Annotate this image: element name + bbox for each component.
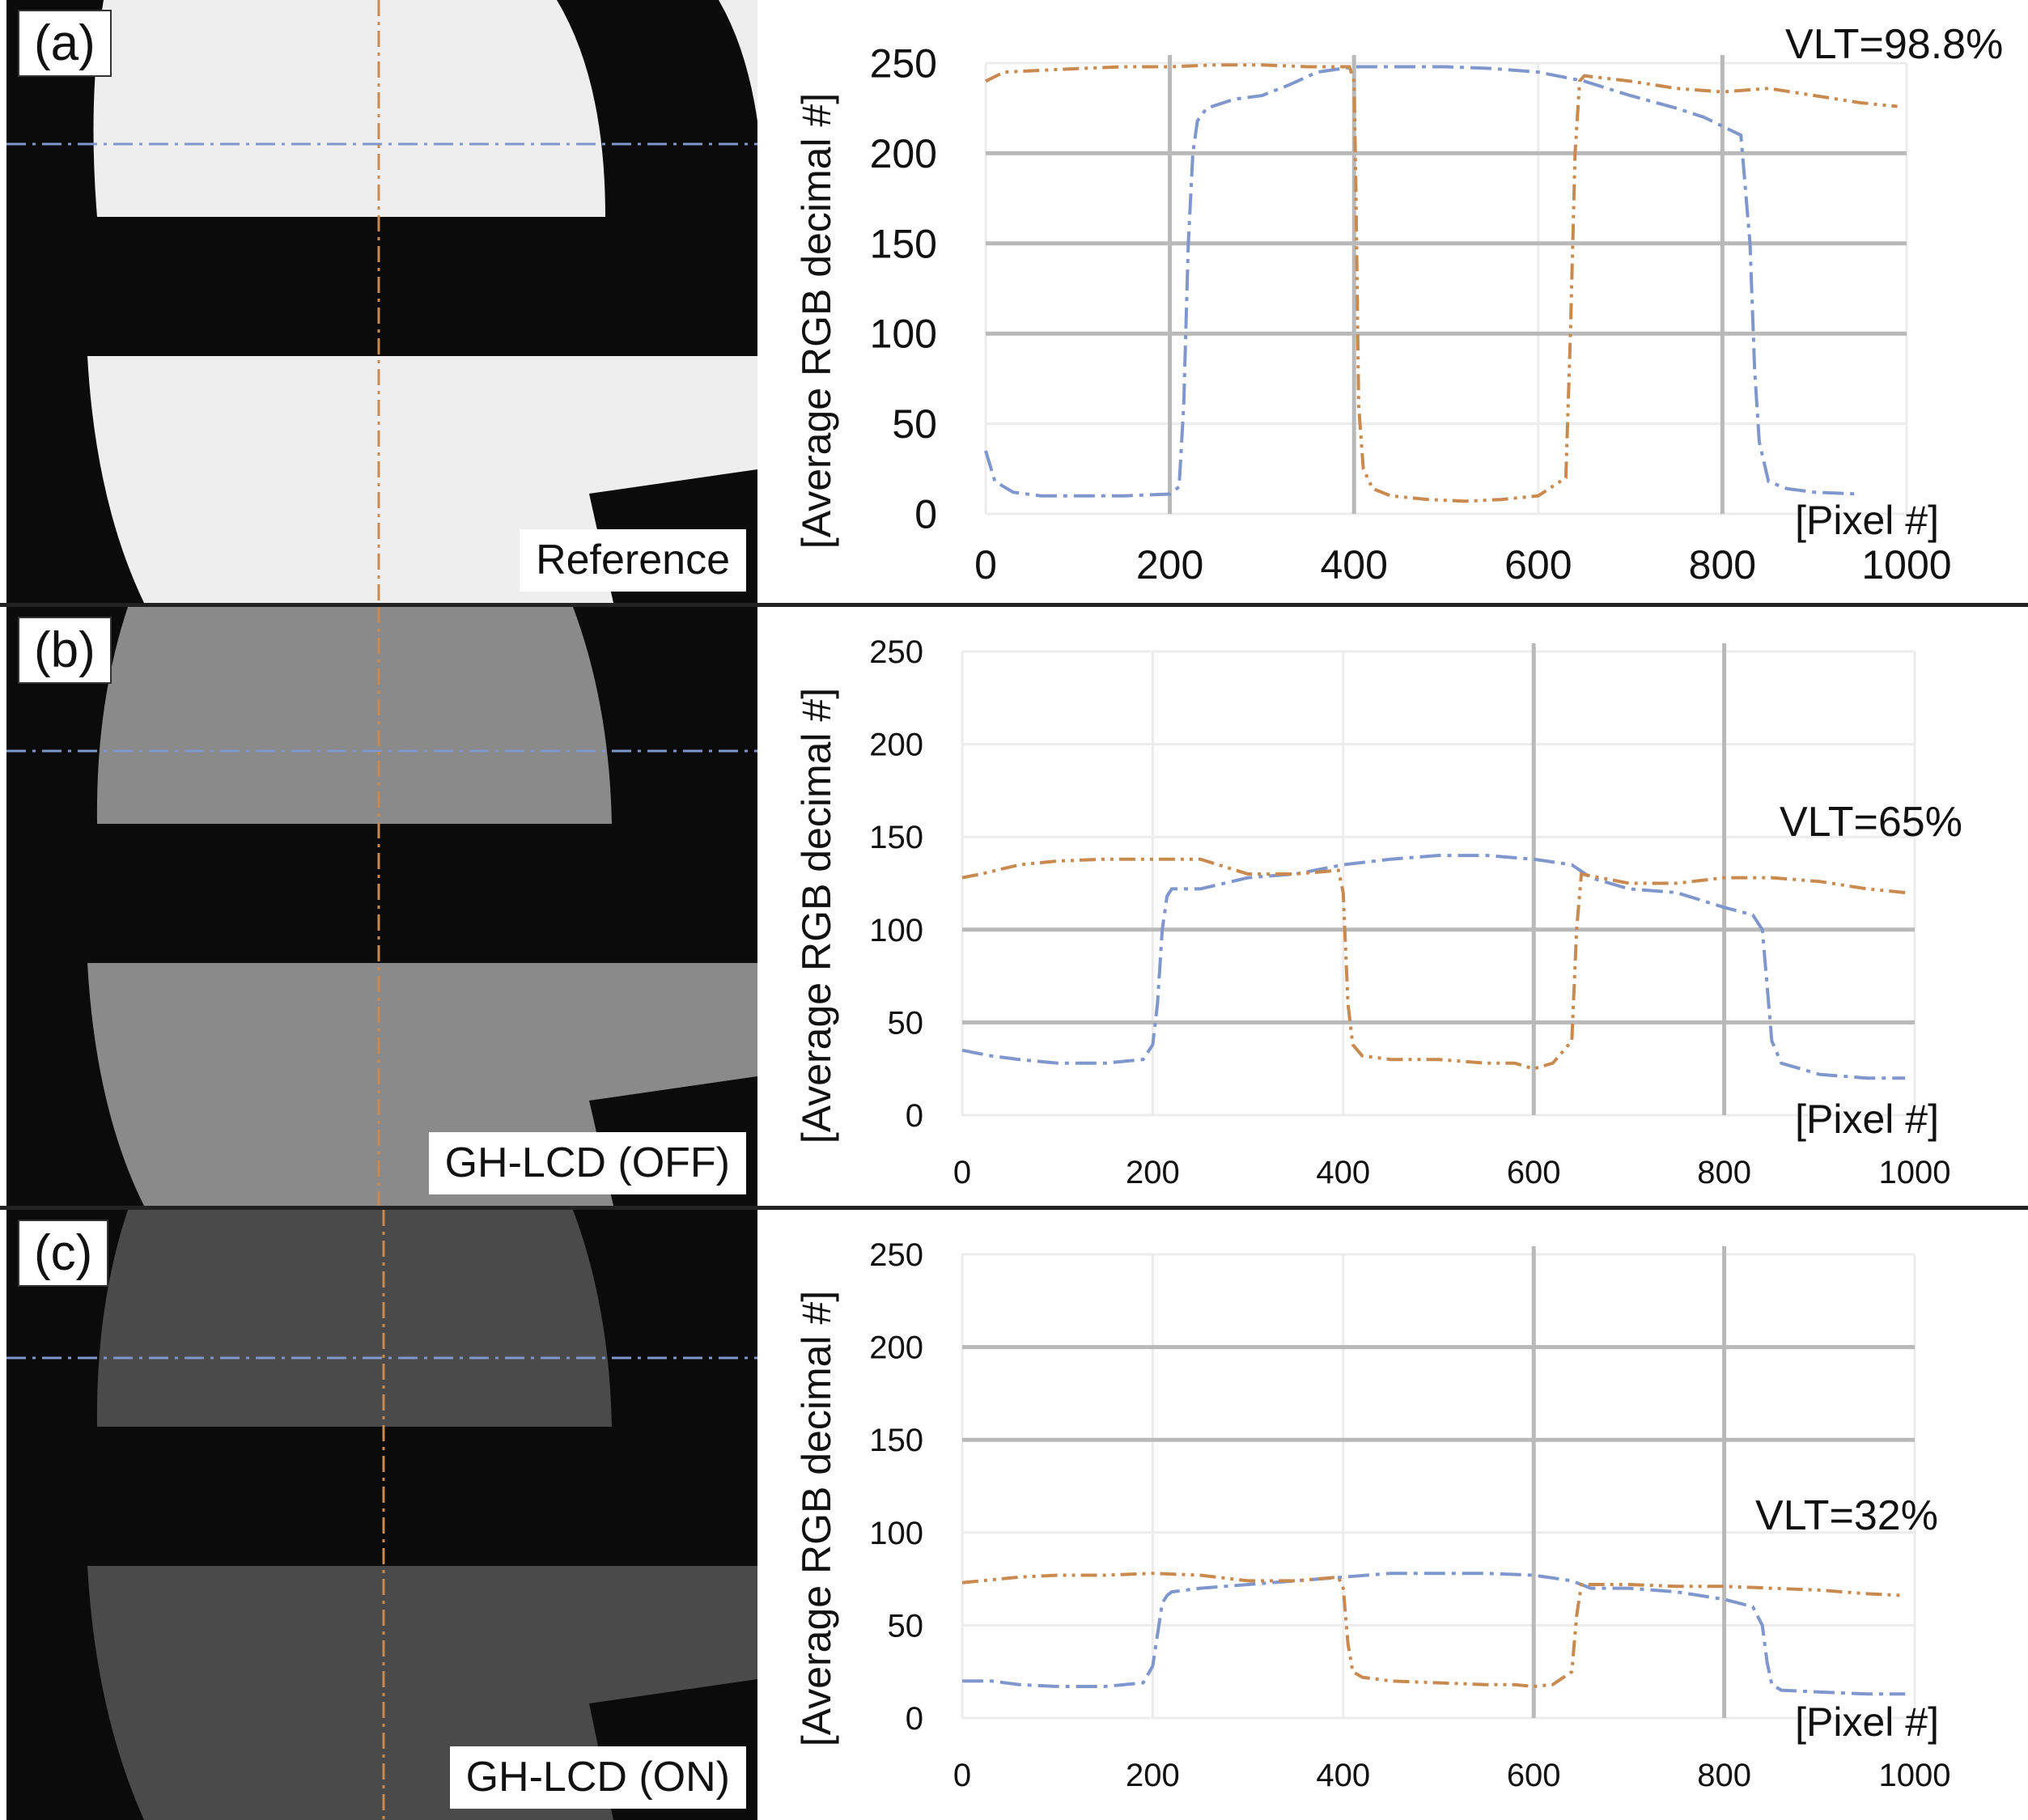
x-tick-label: 1000 — [1861, 542, 1951, 588]
x-tick-label: 1000 — [1879, 1758, 1951, 1793]
y-tick-label: 100 — [870, 312, 937, 357]
panel-letter: (b) — [18, 617, 112, 685]
series-line-blue — [984, 65, 1861, 498]
panel-c: (c) GH-LCD (ON) 0 50 100 150 200 250 0 200 400 60… — [0, 1210, 2028, 1820]
y-tick-label: 150 — [869, 820, 923, 855]
vlt-annotation: VLT=98.8% — [1785, 21, 2003, 68]
y-axis-label: [Average RGB decimal #] — [794, 688, 839, 1143]
y-tick-label: 50 — [888, 1608, 924, 1644]
chart-c-svg: 0 50 100 150 200 250 0 200 400 600 800 1000 [Average… — [794, 1237, 1951, 1793]
condition-label: Reference — [520, 528, 746, 592]
panel-letter: (c) — [18, 1220, 109, 1288]
series-line-orange — [961, 1572, 1906, 1689]
chart-a-svg: 0 50 100 150 200 250 0 200 400 600 800 1000 [Average… — [794, 21, 2003, 588]
y-tick-label: 0 — [906, 1701, 923, 1737]
divider — [0, 1206, 2028, 1210]
x-tick-label: 200 — [1126, 1155, 1180, 1190]
gh-lcd-on-photo-drawing — [6, 1210, 757, 1820]
chart-b-svg: 0 50 100 150 200 250 0 200 400 600 800 1000 [Average… — [794, 634, 1962, 1190]
gh-lcd-off-photo: (b) GH-LCD (OFF) — [6, 607, 757, 1206]
vlt-annotation: VLT=65% — [1780, 799, 1962, 846]
gh-lcd-off-photo-drawing — [6, 607, 757, 1206]
reference-photo-drawing — [6, 0, 757, 603]
x-tick-label: 400 — [1320, 542, 1387, 588]
y-tick-label: 200 — [869, 728, 923, 763]
series-line-orange — [961, 857, 1906, 1071]
gh-lcd-on-photo: (c) GH-LCD (ON) — [6, 1210, 757, 1820]
x-axis-label: [Pixel #] — [1795, 1097, 1939, 1142]
x-tick-label: 0 — [974, 542, 997, 588]
series-line-orange — [985, 63, 1898, 503]
y-tick-label: 100 — [869, 913, 923, 948]
y-tick-label: 250 — [869, 634, 923, 670]
y-axis-label: [Average RGB decimal #] — [794, 93, 839, 549]
reference-photo: (a) Reference — [6, 0, 757, 603]
chart-b: 0 50 100 150 200 250 0 200 400 600 800 1000 [Average… — [757, 607, 2028, 1206]
series-line-blue — [961, 854, 1906, 1080]
y-tick-label: 0 — [906, 1098, 923, 1134]
x-axis-label: [Pixel #] — [1795, 498, 1939, 543]
y-axis-label: [Average RGB decimal #] — [794, 1291, 839, 1746]
x-tick-label: 800 — [1689, 542, 1756, 588]
x-tick-label: 400 — [1316, 1758, 1370, 1793]
divider — [0, 603, 2028, 607]
panel-a: (a) Reference 0 50 100 150 200 250 0 200 400 600 8… — [0, 0, 2028, 603]
vlt-annotation: VLT=32% — [1755, 1492, 1938, 1539]
y-tick-label: 0 — [914, 492, 937, 537]
x-tick-label: 200 — [1136, 542, 1203, 588]
x-tick-label: 0 — [953, 1758, 971, 1793]
y-tick-label: 250 — [869, 1237, 923, 1273]
panel-letter: (a) — [18, 10, 112, 78]
x-tick-label: 600 — [1507, 1155, 1561, 1190]
chart-a: 0 50 100 150 200 250 0 200 400 600 800 1000 [Average… — [757, 0, 2028, 603]
y-tick-label: 50 — [892, 401, 937, 447]
condition-label: GH-LCD (OFF) — [428, 1131, 746, 1194]
x-tick-label: 400 — [1316, 1155, 1370, 1190]
y-tick-label: 100 — [869, 1516, 923, 1551]
x-tick-label: 1000 — [1879, 1155, 1951, 1190]
series-line-blue — [962, 1572, 1906, 1696]
y-tick-label: 150 — [869, 1423, 923, 1458]
x-tick-label: 800 — [1697, 1758, 1751, 1793]
x-tick-label: 600 — [1504, 542, 1572, 588]
x-axis-label: [Pixel #] — [1795, 1699, 1939, 1745]
y-tick-label: 200 — [870, 131, 937, 176]
x-tick-label: 800 — [1697, 1155, 1751, 1190]
x-tick-label: 0 — [953, 1155, 971, 1190]
x-tick-label: 200 — [1126, 1758, 1180, 1793]
condition-label: GH-LCD (ON) — [449, 1746, 746, 1809]
y-tick-label: 50 — [888, 1005, 924, 1041]
chart-c: 0 50 100 150 200 250 0 200 400 600 800 1000 [Average… — [757, 1210, 2028, 1820]
y-tick-label: 200 — [869, 1330, 923, 1366]
y-tick-label: 150 — [870, 221, 937, 266]
panel-b: (b) GH-LCD (OFF) 0 50 100 150 200 250 0 200 400 6… — [0, 607, 2028, 1206]
x-tick-label: 600 — [1507, 1758, 1561, 1793]
y-tick-label: 250 — [870, 41, 937, 87]
